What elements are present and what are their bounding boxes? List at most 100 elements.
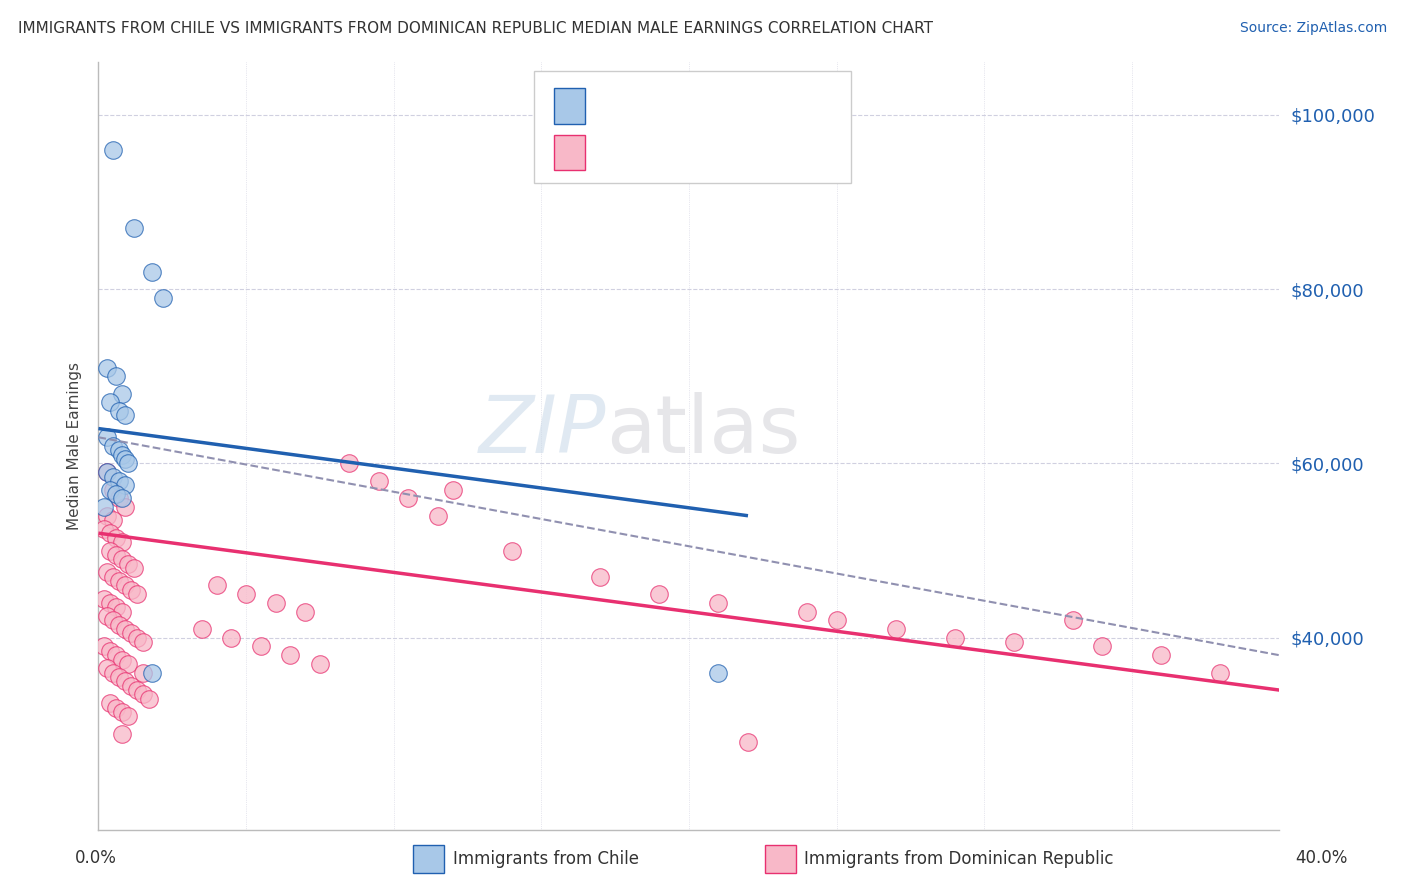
Point xyxy=(441,483,464,497)
Point xyxy=(98,526,121,541)
Point xyxy=(103,513,125,527)
Point xyxy=(111,535,134,549)
Point xyxy=(117,657,139,671)
Point xyxy=(111,448,134,462)
Point xyxy=(108,404,131,418)
Point xyxy=(93,522,115,536)
Point xyxy=(103,613,125,627)
Point xyxy=(103,469,125,483)
Point xyxy=(132,635,155,649)
Text: atlas: atlas xyxy=(606,392,800,470)
Point xyxy=(309,657,332,671)
Point xyxy=(884,622,907,636)
Point xyxy=(96,661,118,675)
Point xyxy=(103,483,125,497)
Point xyxy=(114,578,136,592)
Point xyxy=(120,626,142,640)
Point xyxy=(105,531,128,545)
Point xyxy=(114,674,136,689)
Point xyxy=(707,665,730,680)
Point xyxy=(707,596,730,610)
Point xyxy=(93,591,115,606)
Point xyxy=(138,691,160,706)
Text: R =  -0.576   N = 81: R = -0.576 N = 81 xyxy=(593,142,762,160)
Point xyxy=(205,578,228,592)
Point xyxy=(117,557,139,571)
Point xyxy=(339,457,361,471)
Text: 40.0%: 40.0% xyxy=(1295,849,1348,867)
Point xyxy=(98,696,121,710)
Point xyxy=(152,291,174,305)
Point xyxy=(589,570,612,584)
Point xyxy=(111,552,134,566)
Point xyxy=(125,683,148,698)
Point xyxy=(98,644,121,658)
Point xyxy=(1150,648,1173,663)
Text: Immigrants from Chile: Immigrants from Chile xyxy=(453,850,638,868)
Point xyxy=(96,465,118,479)
Point xyxy=(141,265,163,279)
Point xyxy=(111,386,134,401)
Point xyxy=(108,617,131,632)
Point xyxy=(105,648,128,663)
Point xyxy=(427,508,450,523)
Point xyxy=(108,574,131,588)
Point xyxy=(1209,665,1232,680)
Point xyxy=(368,474,391,488)
Point xyxy=(122,221,145,235)
Point xyxy=(114,409,136,423)
Point xyxy=(117,709,139,723)
Point xyxy=(737,735,759,749)
Point xyxy=(114,622,136,636)
Point xyxy=(98,395,121,409)
Text: 0.0%: 0.0% xyxy=(75,849,117,867)
Point xyxy=(105,487,128,501)
Point xyxy=(294,605,316,619)
Point xyxy=(122,561,145,575)
Point xyxy=(648,587,671,601)
Point xyxy=(103,570,125,584)
Point xyxy=(108,443,131,458)
Point xyxy=(96,430,118,444)
Point xyxy=(501,543,523,558)
Point xyxy=(191,622,214,636)
Point xyxy=(108,491,131,506)
Point xyxy=(943,631,966,645)
Point xyxy=(98,543,121,558)
Point xyxy=(120,679,142,693)
Point xyxy=(132,688,155,702)
Point xyxy=(105,369,128,384)
Text: ZIP: ZIP xyxy=(479,392,606,470)
Point xyxy=(111,705,134,719)
Text: R =  -0.141   N = 26: R = -0.141 N = 26 xyxy=(593,95,762,113)
Point xyxy=(105,700,128,714)
Point xyxy=(111,491,134,506)
Point xyxy=(108,670,131,684)
Point xyxy=(93,500,115,514)
Point xyxy=(280,648,302,663)
Point xyxy=(264,596,287,610)
Point xyxy=(125,631,148,645)
Point xyxy=(96,360,118,375)
Point xyxy=(103,143,125,157)
Point xyxy=(221,631,243,645)
Point xyxy=(235,587,257,601)
Point xyxy=(96,465,118,479)
Point xyxy=(1002,635,1025,649)
Point xyxy=(141,665,163,680)
Point xyxy=(103,439,125,453)
Point xyxy=(108,474,131,488)
Point xyxy=(1062,613,1084,627)
Point xyxy=(125,587,148,601)
Point xyxy=(250,640,273,654)
Point xyxy=(98,483,121,497)
Point xyxy=(103,665,125,680)
Point xyxy=(796,605,818,619)
Point xyxy=(1091,640,1114,654)
Point xyxy=(111,652,134,666)
Point xyxy=(111,727,134,741)
Point xyxy=(117,457,139,471)
Text: Immigrants from Dominican Republic: Immigrants from Dominican Republic xyxy=(804,850,1114,868)
Point xyxy=(96,508,118,523)
Point xyxy=(114,478,136,492)
